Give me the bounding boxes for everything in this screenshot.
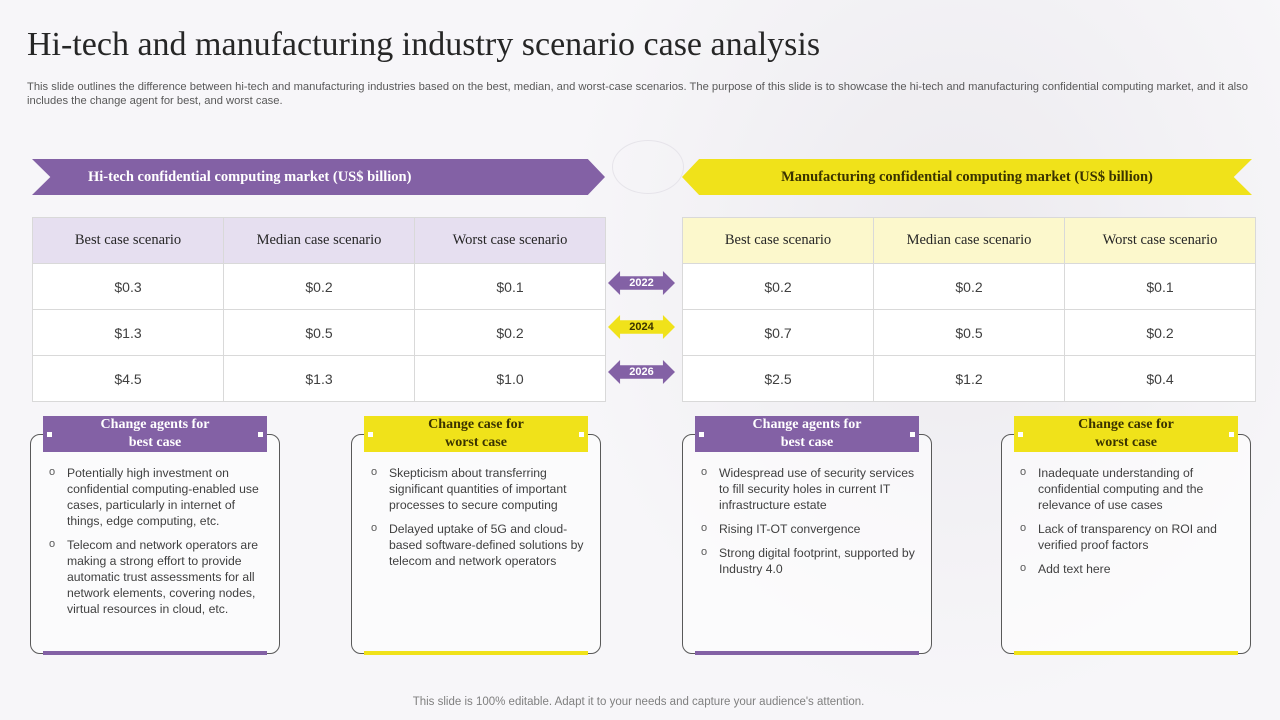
header-dot — [47, 432, 52, 437]
table-row: $2.5 $1.2 $0.4 — [682, 355, 1256, 402]
table-cell: $0.2 — [682, 263, 874, 310]
header-dot — [1018, 432, 1023, 437]
table-cell: $0.2 — [1064, 309, 1256, 356]
table-row: $0.7 $0.5 $0.2 — [682, 309, 1256, 356]
card-title: Change agents for best case — [100, 417, 210, 450]
card-header: Change agents for best case — [43, 416, 267, 452]
table-cell: $0.2 — [414, 309, 606, 356]
card-bullet-list: Potentially high investment on confident… — [48, 464, 266, 625]
table-header: Median case scenario — [223, 217, 415, 264]
table-header: Worst case scenario — [1064, 217, 1256, 264]
table-cell: $0.3 — [32, 263, 224, 310]
card-bullet-list: Widespread use of security services to f… — [700, 464, 918, 585]
card-title: Change case for worst case — [428, 417, 524, 450]
table-header-row: Best case scenario Median case scenario … — [32, 217, 606, 264]
table-header: Worst case scenario — [414, 217, 606, 264]
table-cell: $1.0 — [414, 355, 606, 402]
bullet-point: Strong digital footprint, supported by I… — [700, 544, 918, 577]
table-cell: $1.3 — [32, 309, 224, 356]
table-header-row: Best case scenario Median case scenario … — [682, 217, 1256, 264]
table-header: Best case scenario — [32, 217, 224, 264]
header-dot — [258, 432, 263, 437]
card-title: Change case for worst case — [1078, 417, 1174, 450]
table-cell: $0.5 — [223, 309, 415, 356]
table-header: Median case scenario — [873, 217, 1065, 264]
card-bullet-list: Inadequate understanding of confidential… — [1019, 464, 1237, 585]
table-row: $0.2 $0.2 $0.1 — [682, 263, 1256, 310]
card-bottom-bar — [364, 651, 588, 655]
table-cell: $0.5 — [873, 309, 1065, 356]
header-dot — [368, 432, 373, 437]
card-bullet-list: Skepticism about transferring significan… — [370, 464, 588, 577]
header-dot — [579, 432, 584, 437]
card-bottom-bar — [1014, 651, 1238, 655]
bullet-point: Widespread use of security services to f… — [700, 464, 918, 513]
bullet-point: Potentially high investment on confident… — [48, 464, 266, 529]
card-title: Change agents for best case — [752, 417, 862, 450]
bullet-point: Delayed uptake of 5G and cloud-based sof… — [370, 520, 588, 569]
table-cell: $4.5 — [32, 355, 224, 402]
card-header: Change agents for best case — [695, 416, 919, 452]
manufacturing-table: Best case scenario Median case scenario … — [682, 217, 1256, 402]
card-header: Change case for worst case — [1014, 416, 1238, 452]
table-cell: $0.1 — [1064, 263, 1256, 310]
table-row: $4.5 $1.3 $1.0 — [32, 355, 606, 402]
card-header: Change case for worst case — [364, 416, 588, 452]
table-cell: $0.1 — [414, 263, 606, 310]
header-dot — [699, 432, 704, 437]
page-title: Hi-tech and manufacturing industry scena… — [27, 26, 821, 63]
footer-note: This slide is 100% editable. Adapt it to… — [412, 696, 865, 708]
header-dot — [910, 432, 915, 437]
hi-tech-table: Best case scenario Median case scenario … — [32, 217, 606, 402]
table-header: Best case scenario — [682, 217, 874, 264]
background-glasses-shape — [612, 140, 684, 194]
manufacturing-banner: Manufacturing confidential computing mar… — [682, 159, 1252, 195]
table-cell: $0.2 — [873, 263, 1065, 310]
table-row: $1.3 $0.5 $0.2 — [32, 309, 606, 356]
bullet-point: Lack of transparency on ROI and verified… — [1019, 520, 1237, 553]
table-cell: $1.3 — [223, 355, 415, 402]
table-row: $0.3 $0.2 $0.1 — [32, 263, 606, 310]
card-bottom-bar — [695, 651, 919, 655]
table-cell: $2.5 — [682, 355, 874, 402]
bullet-point: Skepticism about transferring significan… — [370, 464, 588, 513]
page-subtitle: This slide outlines the difference betwe… — [27, 81, 1248, 107]
bullet-point: Inadequate understanding of confidential… — [1019, 464, 1237, 513]
hi-tech-banner: Hi-tech confidential computing market (U… — [32, 159, 605, 195]
table-cell: $0.2 — [223, 263, 415, 310]
manufacturing-banner-label: Manufacturing confidential computing mar… — [781, 168, 1153, 185]
bullet-point: Telecom and network operators are making… — [48, 536, 266, 617]
hi-tech-banner-label: Hi-tech confidential computing market (U… — [88, 168, 412, 185]
table-cell: $0.4 — [1064, 355, 1256, 402]
bullet-point: Rising IT-OT convergence — [700, 520, 918, 537]
card-bottom-bar — [43, 651, 267, 655]
header-dot — [1229, 432, 1234, 437]
table-cell: $0.7 — [682, 309, 874, 356]
bullet-point: Add text here — [1019, 560, 1237, 577]
table-cell: $1.2 — [873, 355, 1065, 402]
